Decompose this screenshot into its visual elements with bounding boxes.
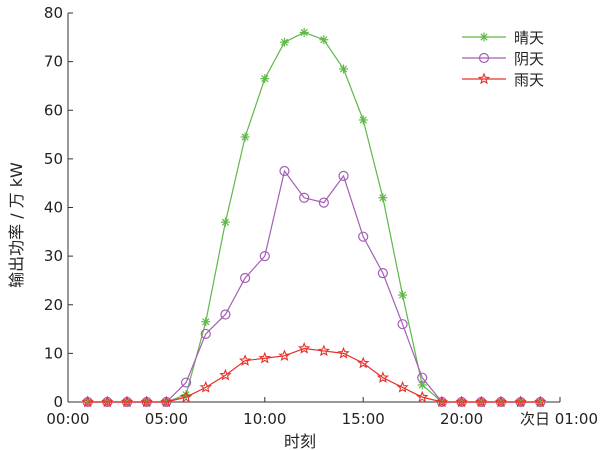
data-point: [200, 328, 211, 340]
data-point: [378, 193, 388, 203]
legend-marker: [477, 72, 491, 85]
series-line: [87, 169, 541, 403]
data-point: [396, 380, 409, 393]
data-point: [317, 344, 331, 357]
series-line: [87, 31, 541, 403]
legend-item-3: 雨天: [462, 71, 544, 89]
data-point: [435, 395, 449, 408]
x-tick-label: 20:00: [440, 410, 483, 428]
data-point: [240, 132, 250, 142]
y-axis-title: 输出功率 / 万 kW: [7, 162, 26, 288]
y-tick-label: 0: [53, 393, 63, 411]
legend-marker: [479, 32, 489, 42]
data-point: [140, 395, 153, 408]
x-tick-label: 15:00: [342, 410, 385, 428]
data-point: [358, 231, 369, 242]
legend-label: 阴天: [514, 50, 544, 68]
data-point: [339, 64, 349, 74]
y-tick-label: 70: [44, 53, 63, 71]
data-point: [180, 377, 192, 388]
legend-item-1: 晴天: [462, 29, 544, 47]
data-point: [494, 395, 508, 408]
data-point: [377, 268, 388, 279]
data-point: [376, 371, 390, 383]
data-point: [398, 290, 408, 300]
data-point: [258, 351, 271, 364]
y-tick-label: 40: [44, 199, 63, 217]
data-point: [534, 395, 547, 408]
data-point: [259, 251, 270, 262]
legend-marker: [478, 52, 490, 64]
data-point: [279, 37, 289, 47]
data-point: [260, 74, 270, 84]
data-point: [417, 372, 428, 383]
data-point: [240, 272, 251, 284]
data-point: [358, 115, 368, 125]
y-tick-label: 20: [44, 296, 63, 314]
data-point: [297, 342, 311, 354]
data-point: [319, 35, 329, 45]
data-point: [179, 390, 193, 403]
y-tick-label: 80: [44, 4, 63, 22]
data-point: [475, 395, 488, 408]
x-tick-label: 00:00: [46, 410, 89, 428]
data-point: [278, 349, 291, 362]
x-tick-label: 次日 01:00: [520, 410, 598, 428]
data-point: [338, 170, 349, 181]
y-tick-label: 60: [44, 101, 63, 119]
data-point: [299, 192, 310, 203]
data-point: [81, 395, 94, 408]
data-point: [101, 395, 114, 408]
data-point: [279, 165, 290, 177]
data-point: [318, 197, 329, 208]
x-axis-title: 时刻: [284, 432, 316, 450]
y-tick-label: 50: [44, 150, 63, 168]
data-point: [220, 217, 230, 227]
legend-label: 雨天: [514, 71, 544, 89]
data-point: [416, 390, 429, 403]
y-tick-label: 10: [44, 344, 63, 362]
data-point: [201, 317, 211, 327]
data-point: [160, 395, 173, 408]
data-point: [120, 395, 134, 408]
data-point: [199, 380, 212, 393]
series-line: [87, 347, 541, 403]
series-2: [82, 165, 546, 408]
data-point: [397, 319, 408, 330]
series-layer: [81, 27, 547, 408]
x-tick-label: 05:00: [145, 410, 188, 428]
data-point: [357, 356, 370, 369]
data-point: [299, 27, 309, 37]
data-point: [514, 395, 527, 408]
data-point: [337, 346, 350, 359]
data-point: [219, 368, 232, 381]
data-point: [220, 309, 231, 320]
y-tick-label: 30: [44, 247, 63, 265]
data-point: [238, 354, 252, 366]
legend-item-2: 阴天: [462, 50, 544, 68]
axes: 0 10 20 30 40 50 60 70 80 00:00 05:00 10:00 15:00 20:…: [44, 4, 598, 428]
data-point: [455, 395, 468, 408]
x-tick-label: 10:00: [243, 410, 286, 428]
series-3: [81, 342, 547, 408]
legend-label: 晴天: [514, 29, 544, 47]
